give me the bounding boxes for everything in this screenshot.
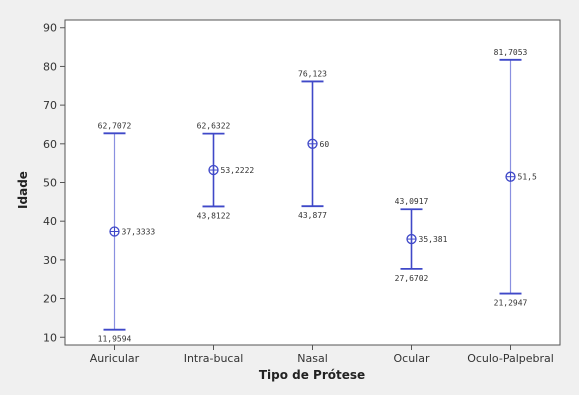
x-tick-label: Intra-bucal <box>184 352 244 365</box>
lower-value-label: 43,877 <box>298 211 327 220</box>
mean-value-label: 53,2222 <box>221 166 255 175</box>
intervals-group: 62,7072 11,9594 37,3333 62,6322 43,8122 53,22… <box>98 48 537 344</box>
mean-value-label: 37,3333 <box>122 228 156 237</box>
mean-value-label: 60 <box>320 140 330 149</box>
y-tick-label: 50 <box>43 177 57 190</box>
lower-value-label: 21,2947 <box>494 299 528 308</box>
y-tick-label: 70 <box>43 99 57 112</box>
x-tick-label: Auricular <box>90 352 140 365</box>
mean-value-label: 51,5 <box>518 173 537 182</box>
lower-value-label: 27,6702 <box>395 274 429 283</box>
y-tick-label: 90 <box>43 22 57 35</box>
y-tick-label: 30 <box>43 254 57 267</box>
upper-value-label: 62,6322 <box>197 122 231 131</box>
y-tick-label: 80 <box>43 60 57 73</box>
upper-value-label: 76,123 <box>298 69 327 78</box>
mean-value-label: 35,381 <box>419 235 448 244</box>
y-tick-label: 60 <box>43 138 57 151</box>
x-tick-label: Ocular <box>394 352 430 365</box>
x-tick-label: Oculo-Palpebral <box>467 352 554 365</box>
y-tick-label: 20 <box>43 293 57 306</box>
x-tick-label: Nasal <box>297 352 328 365</box>
lower-value-label: 43,8122 <box>197 211 231 220</box>
x-axis-title: Tipo de Prótese <box>259 368 365 382</box>
lower-value-label: 11,9594 <box>98 335 132 344</box>
upper-value-label: 62,7072 <box>98 121 132 130</box>
y-tick-label: 40 <box>43 215 57 228</box>
y-axis: 10 20 30 40 50 60 70 80 90 <box>43 22 65 344</box>
y-axis-title: Idade <box>16 171 30 209</box>
upper-value-label: 81,7053 <box>494 48 528 57</box>
y-tick-label: 10 <box>43 331 57 344</box>
x-axis: Auricular Intra-bucal Nasal Ocular Oculo-Pal… <box>90 345 554 365</box>
upper-value-label: 43,0917 <box>395 197 429 206</box>
